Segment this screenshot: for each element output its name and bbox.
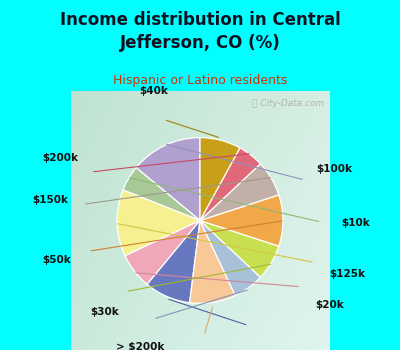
Text: $10k: $10k [341, 218, 370, 228]
Text: $30k: $30k [90, 307, 119, 317]
Wedge shape [117, 190, 200, 256]
Wedge shape [125, 220, 200, 284]
Text: $200k: $200k [42, 153, 78, 163]
Wedge shape [200, 164, 279, 220]
Text: $20k: $20k [315, 300, 344, 310]
Wedge shape [147, 220, 200, 303]
Text: > $200k: > $200k [116, 342, 164, 350]
Wedge shape [200, 195, 283, 246]
Wedge shape [200, 220, 260, 295]
Text: $100k: $100k [317, 164, 353, 174]
Text: $125k: $125k [329, 270, 365, 279]
Wedge shape [123, 168, 200, 220]
Text: $40k: $40k [139, 86, 168, 96]
Text: Income distribution in Central
Jefferson, CO (%): Income distribution in Central Jefferson… [60, 11, 340, 51]
Text: Hispanic or Latino residents: Hispanic or Latino residents [113, 74, 287, 87]
Wedge shape [190, 220, 235, 303]
Text: $150k: $150k [32, 195, 68, 205]
Wedge shape [200, 138, 240, 220]
Text: ⓘ City-Data.com: ⓘ City-Data.com [252, 99, 324, 108]
Wedge shape [136, 138, 200, 220]
Wedge shape [200, 148, 260, 220]
Text: $50k: $50k [43, 255, 72, 265]
Wedge shape [200, 220, 279, 277]
